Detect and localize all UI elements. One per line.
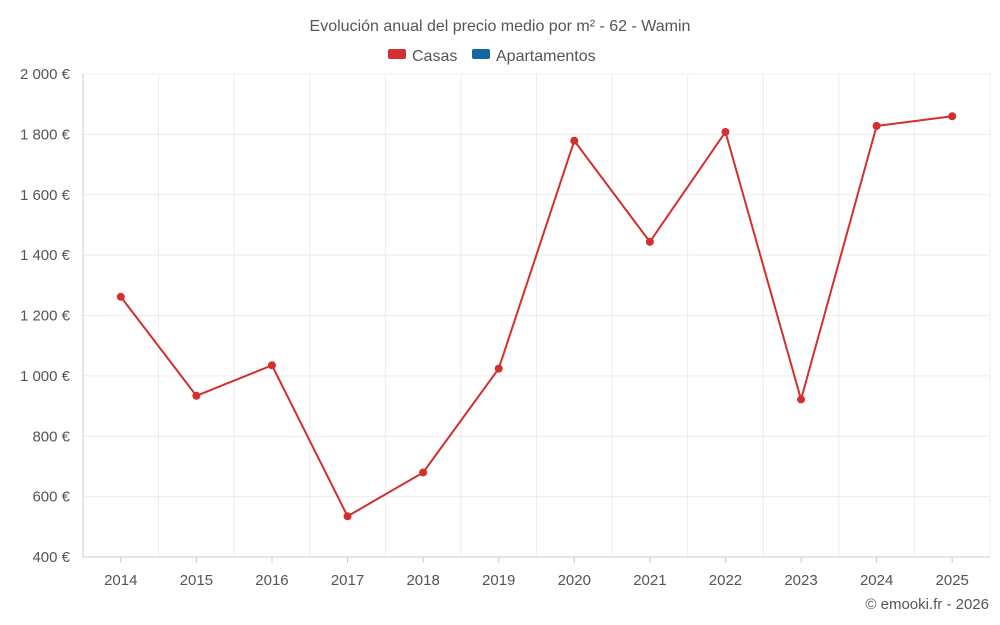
data-point-casas-2023[interactable]	[797, 395, 806, 404]
y-tick-label: 1 000 €	[20, 368, 71, 385]
data-point-casas-2018[interactable]	[419, 468, 428, 477]
x-tick-label: 2020	[558, 572, 591, 589]
data-point-casas-2024[interactable]	[872, 121, 881, 130]
x-tick-label: 2024	[860, 572, 893, 589]
x-tick-label: 2025	[936, 572, 969, 589]
y-tick-label: 1 800 €	[20, 126, 71, 143]
x-tick-label: 2021	[633, 572, 666, 589]
legend-label-casas: Casas	[412, 48, 457, 65]
data-point-casas-2022[interactable]	[721, 127, 730, 136]
y-tick-label: 400 €	[32, 549, 70, 566]
legend-swatch-casas	[388, 49, 406, 59]
data-point-casas-2020[interactable]	[570, 136, 579, 145]
y-tick-label: 800 €	[32, 428, 70, 445]
y-tick-label: 1 600 €	[20, 187, 71, 204]
data-point-casas-2025[interactable]	[948, 112, 957, 121]
x-tick-label: 2016	[255, 572, 288, 589]
legend-item-casas[interactable]: Casas	[388, 48, 457, 65]
chart-title: Evolución anual del precio medio por m² …	[310, 18, 691, 35]
legend-label-apartamentos: Apartamentos	[496, 48, 596, 65]
x-tick-label: 2018	[406, 572, 439, 589]
y-tick-label: 2 000 €	[20, 66, 71, 83]
x-tick-label: 2019	[482, 572, 515, 589]
data-point-casas-2021[interactable]	[645, 237, 654, 246]
legend-swatch-apartamentos	[472, 49, 490, 59]
legend: Casas Apartamentos	[388, 48, 596, 65]
axes	[82, 74, 990, 558]
data-point-casas-2019[interactable]	[494, 364, 503, 373]
x-axis-ticks: 2014 2015 2016 2017 2018 2019 2020 2021 2022 2023…	[104, 557, 969, 589]
y-tick-label: 1 400 €	[20, 247, 71, 264]
x-tick-label: 2015	[180, 572, 213, 589]
x-tick-label: 2023	[784, 572, 817, 589]
y-tick-label: 600 €	[32, 489, 70, 506]
y-axis-ticks: 400 € 600 € 800 € 1 000 € 1 200 € 1 400 € 1 60…	[20, 66, 71, 566]
x-tick-label: 2014	[104, 572, 137, 589]
credit-text: © emooki.fr - 2026	[865, 596, 989, 613]
series-line-casas	[119, 115, 953, 518]
legend-item-apartamentos[interactable]: Apartamentos	[472, 48, 596, 65]
x-tick-label: 2017	[331, 572, 364, 589]
data-point-casas-2015[interactable]	[192, 391, 201, 400]
y-tick-label: 1 200 €	[20, 308, 71, 325]
data-point-casas-2016[interactable]	[267, 361, 276, 370]
series-casas	[116, 112, 957, 521]
data-point-casas-2014[interactable]	[116, 292, 125, 301]
data-point-casas-2017[interactable]	[343, 512, 352, 521]
grid	[83, 73, 991, 557]
x-tick-label: 2022	[709, 572, 742, 589]
